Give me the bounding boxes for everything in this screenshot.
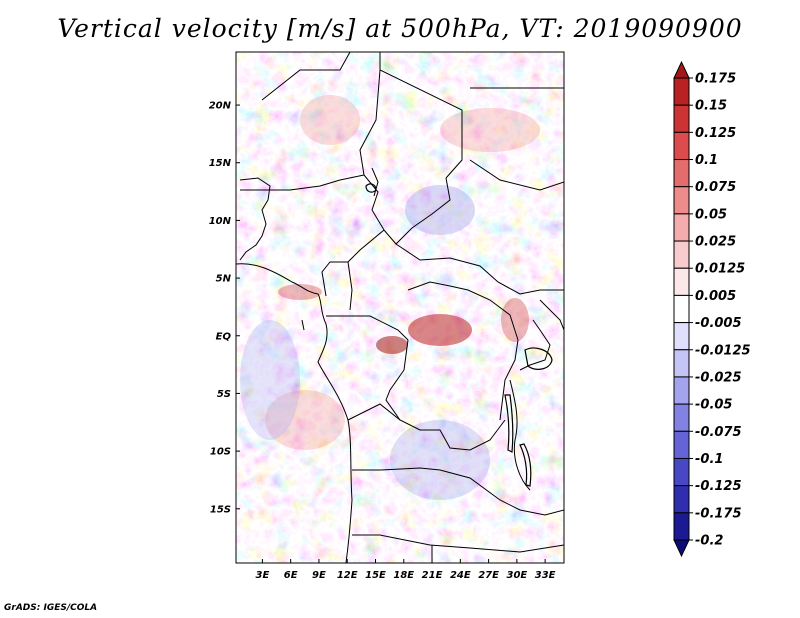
- colorbar-swatch: [673, 267, 690, 296]
- subsidence-area: [390, 420, 490, 500]
- colorbar-bottom-arrow: [673, 539, 690, 558]
- lon-tick-label: 9E: [312, 570, 326, 581]
- colorbar-label: -0.1: [695, 452, 723, 467]
- colorbar-label: -0.0125: [695, 343, 751, 358]
- updraft-core: [408, 314, 472, 346]
- country-borders: [236, 52, 564, 563]
- colorbar-label: 0.0125: [695, 262, 745, 277]
- colorbar-label: 0.05: [695, 207, 727, 222]
- lakes: [365, 183, 553, 487]
- weak-ascent-area: [300, 95, 360, 145]
- colorbar-swatch: [673, 457, 690, 487]
- grads-credit: GrADS: IGES/COLA: [4, 603, 98, 613]
- colorbar-label: 0.1: [695, 153, 718, 168]
- lake-malawi: [519, 443, 532, 487]
- lat-tick-label: EQ: [216, 331, 232, 342]
- colorbar: 0.175 0.15 0.125 0.1 0.075 0.05 0.025 0.0125 0.0…: [673, 60, 751, 558]
- longitude-axis: 3E 6E 9E 12E 15E 18E 21E 24E 27E 30E 33E: [255, 559, 556, 581]
- lon-tick-label: 12E: [337, 570, 358, 581]
- updraft-core: [501, 298, 529, 342]
- lon-tick-label: 27E: [478, 570, 499, 581]
- lon-tick-label: 15E: [365, 570, 386, 581]
- velocity-field: [236, 52, 564, 563]
- colorbar-label: 0.075: [695, 180, 736, 195]
- colorbar-label: 0.125: [695, 126, 736, 141]
- colorbar-swatch: [673, 349, 690, 378]
- weak-ascent-area: [265, 390, 345, 450]
- lake-chad: [365, 183, 377, 193]
- colorbar-swatch: [673, 403, 690, 432]
- lon-tick-label: 21E: [422, 570, 443, 581]
- lon-tick-label: 3E: [255, 570, 269, 581]
- colorbar-label: 0.15: [695, 99, 727, 114]
- lat-tick-label: 10S: [210, 447, 231, 458]
- lon-tick-label: 6E: [284, 570, 298, 581]
- lat-tick-label: 10N: [209, 216, 232, 227]
- map-frame: [235, 51, 565, 564]
- colorbar-label: -0.175: [695, 506, 742, 521]
- colorbar-swatch: [673, 430, 690, 459]
- lon-tick-label: 24E: [450, 570, 471, 581]
- colorbar-swatch: [673, 213, 690, 242]
- colorbar-swatch: [673, 485, 690, 514]
- colorbar-label: 0.025: [695, 235, 736, 250]
- colorbar-label: -0.2: [695, 534, 723, 549]
- colorbar-swatch: [673, 376, 690, 405]
- latitude-axis: 20N 15N 10N 5N EQ 5S 10S 15S: [209, 101, 240, 515]
- updraft-core: [376, 336, 408, 354]
- colorbar-label: -0.075: [695, 425, 742, 440]
- colorbar-swatch: [673, 186, 690, 215]
- colorbar-label: -0.05: [695, 398, 732, 413]
- colorbar-swatch: [673, 240, 690, 269]
- colorbar-swatch: [673, 512, 690, 541]
- lat-tick-label: 20N: [209, 101, 232, 112]
- lat-tick-label: 15S: [210, 504, 231, 515]
- subsidence-area: [405, 185, 475, 235]
- colorbar-label: -0.005: [695, 316, 742, 331]
- colorbar-label: -0.125: [695, 479, 742, 494]
- updraft-core: [278, 284, 322, 300]
- colorbar-label: 0.175: [695, 72, 736, 87]
- lat-tick-label: 5N: [216, 274, 232, 285]
- colorbar-label: -0.025: [695, 370, 742, 385]
- colorbar-swatch: [673, 104, 690, 133]
- chart-title: Vertical velocity [m/s] at 500hPa, VT: 2…: [57, 14, 743, 43]
- weak-ascent-area: [440, 108, 540, 152]
- colorbar-swatch: [673, 77, 690, 106]
- colorbar-label: 0.005: [695, 289, 736, 304]
- lon-tick-label: 18E: [393, 570, 414, 581]
- lon-tick-label: 33E: [535, 570, 556, 581]
- colorbar-swatch: [673, 159, 690, 188]
- colorbar-top-arrow: [673, 60, 690, 79]
- lake-tanganyika: [504, 394, 514, 453]
- lat-tick-label: 15N: [209, 158, 232, 169]
- colorbar-swatch: [673, 294, 690, 324]
- lake-victoria: [524, 347, 553, 370]
- lat-tick-label: 5S: [217, 389, 231, 400]
- subsidence-area: [240, 320, 300, 440]
- colorbar-swatch: [673, 131, 690, 161]
- lon-tick-label: 30E: [506, 570, 527, 581]
- colorbar-swatch: [673, 322, 690, 351]
